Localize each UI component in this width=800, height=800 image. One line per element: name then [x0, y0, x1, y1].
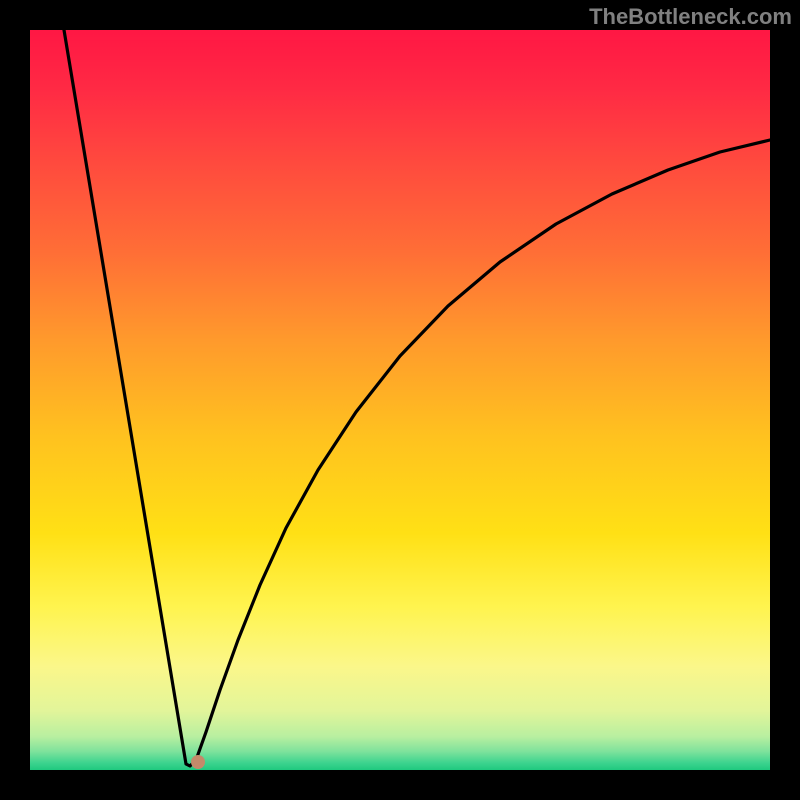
plot-area [30, 30, 770, 770]
watermark-text: TheBottleneck.com [589, 4, 792, 30]
chart-container: TheBottleneck.com [0, 0, 800, 800]
optimal-point-marker [191, 755, 205, 769]
